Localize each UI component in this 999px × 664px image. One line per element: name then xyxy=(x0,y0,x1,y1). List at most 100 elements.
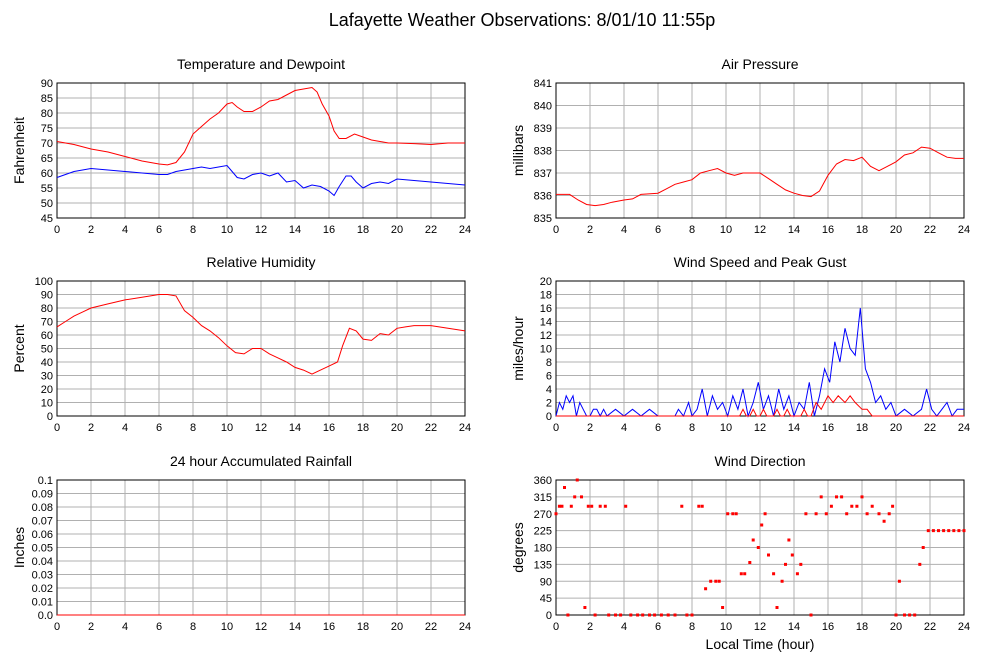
data-point xyxy=(760,523,764,527)
x-tick-label: 22 xyxy=(425,422,437,434)
x-tick-label: 24 xyxy=(459,621,471,633)
data-point xyxy=(583,606,587,609)
y-tick-label: 0.05 xyxy=(32,543,53,555)
x-tick-label: 6 xyxy=(156,224,162,236)
x-tick-label: 14 xyxy=(289,224,301,236)
y-tick-label: 14 xyxy=(540,317,552,329)
x-tick-label: 18 xyxy=(856,621,868,633)
x-tick-label: 12 xyxy=(255,422,267,434)
y-tick-label: 839 xyxy=(534,123,552,135)
x-tick-label: 12 xyxy=(754,422,766,434)
data-point xyxy=(926,529,930,533)
x-tick-label: 24 xyxy=(958,224,970,236)
x-tick-label: 0 xyxy=(54,224,60,236)
panel-title: Temperature and Dewpoint xyxy=(177,56,345,72)
y-tick-label: 45 xyxy=(540,593,552,605)
data-point xyxy=(659,613,663,617)
data-point xyxy=(767,553,770,557)
y-tick-label: 18 xyxy=(540,290,552,302)
series-line-0 xyxy=(556,146,964,207)
data-point xyxy=(865,512,869,516)
data-point xyxy=(887,512,891,516)
series-line-1 xyxy=(56,164,466,197)
y-tick-label: 835 xyxy=(534,213,552,225)
data-point xyxy=(731,512,735,516)
y-tick-label: 90 xyxy=(41,78,53,90)
y-tick-label: 8 xyxy=(546,357,552,369)
y-tick-label: 100 xyxy=(35,276,53,288)
x-tick-label: 0 xyxy=(553,224,559,236)
series-line-0 xyxy=(56,86,465,166)
y-tick-label: 0.01 xyxy=(32,597,53,609)
x-tick-label: 2 xyxy=(587,422,593,434)
data-point xyxy=(586,504,590,508)
x-tick-label: 10 xyxy=(221,422,233,434)
data-point xyxy=(819,495,823,499)
data-point xyxy=(908,613,912,617)
data-point xyxy=(790,553,794,557)
data-point xyxy=(593,613,597,617)
data-point xyxy=(624,504,628,508)
data-point xyxy=(598,504,602,508)
data-point xyxy=(787,538,791,542)
x-tick-label: 4 xyxy=(621,621,627,633)
data-point xyxy=(704,587,708,591)
data-point xyxy=(799,562,803,566)
x-tick-label: 10 xyxy=(720,621,732,633)
x-tick-label: 0 xyxy=(553,621,559,633)
x-tick-label: 6 xyxy=(655,224,661,236)
panel-title: Wind Direction xyxy=(714,453,805,469)
x-tick-label: 22 xyxy=(924,422,936,434)
data-point xyxy=(784,562,787,566)
y-tick-label: 4 xyxy=(546,384,552,396)
chart-rain: 0 2 4 6 8 10 12 14 16 18 20 22 240.00.010.020.030.04… xyxy=(11,453,471,633)
data-point xyxy=(814,512,818,516)
chart-pressure: 0 2 4 6 8 10 12 14 16 18 20 22 248358368378388398408… xyxy=(510,56,970,236)
data-point xyxy=(619,613,623,617)
x-tick-label: 2 xyxy=(88,422,94,434)
x-tick-label: 20 xyxy=(890,224,902,236)
y-axis-label: miles/hour xyxy=(510,316,526,381)
x-tick-label: 22 xyxy=(425,224,437,236)
data-point xyxy=(903,613,906,617)
data-point xyxy=(751,538,755,542)
x-tick-label: 10 xyxy=(221,224,233,236)
panel-title: Relative Humidity xyxy=(207,254,316,270)
data-point xyxy=(891,504,895,508)
data-point xyxy=(653,613,657,617)
y-tick-label: 0.09 xyxy=(32,489,53,501)
data-point xyxy=(780,579,784,583)
data-point xyxy=(666,613,670,617)
data-point xyxy=(573,495,577,499)
data-point xyxy=(734,512,738,516)
data-point xyxy=(882,519,886,523)
x-tick-label: 2 xyxy=(587,621,593,633)
data-point xyxy=(952,529,956,533)
x-tick-label: 12 xyxy=(255,621,267,633)
x-tick-label: 10 xyxy=(221,621,233,633)
x-tick-label: 8 xyxy=(689,422,695,434)
y-tick-label: 836 xyxy=(534,191,552,203)
x-tick-label: 4 xyxy=(621,224,627,236)
data-point xyxy=(569,504,573,508)
data-point xyxy=(560,504,564,508)
y-tick-label: 841 xyxy=(534,78,552,90)
y-tick-label: 12 xyxy=(540,330,552,342)
y-axis-label: Inches xyxy=(11,527,27,568)
y-tick-label: 30 xyxy=(41,371,53,383)
chart-rh: 0 2 4 6 8 10 12 14 16 18 20 22 240102030405060708090… xyxy=(11,254,471,434)
data-point xyxy=(897,579,901,583)
x-tick-label: 22 xyxy=(924,621,936,633)
y-tick-label: 16 xyxy=(540,303,552,315)
data-point xyxy=(775,606,779,609)
data-point xyxy=(680,504,684,508)
y-tick-label: 50 xyxy=(41,198,53,210)
data-point xyxy=(697,504,701,508)
y-tick-label: 180 xyxy=(534,543,552,555)
x-tick-label: 2 xyxy=(587,224,593,236)
x-tick-label: 0 xyxy=(54,422,60,434)
y-tick-label: 2 xyxy=(546,398,552,410)
y-tick-label: 70 xyxy=(41,317,53,329)
